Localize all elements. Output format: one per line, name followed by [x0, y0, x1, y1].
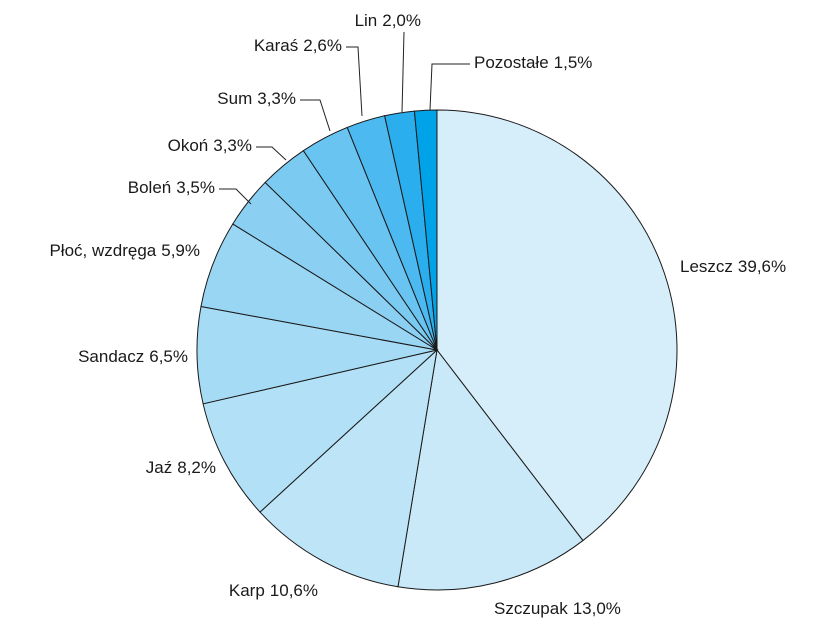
pie-slice [397, 348, 584, 591]
slice-category: Boleń [128, 178, 171, 197]
slice-label: Szczupak 13,0% [494, 599, 621, 618]
slice-label: Okoń 3,3% [168, 136, 252, 155]
slice-value-label: 3,3% [257, 89, 296, 108]
slice-category: Jaź [146, 458, 172, 477]
slice-label: Pozostałe 1,5% [474, 53, 592, 72]
slice-label: Lin 2,0% [355, 11, 421, 30]
leader-line [401, 31, 405, 113]
slice-label: Jaź 8,2% [146, 458, 216, 477]
slice-category: Lin [355, 11, 378, 30]
slice-label: Karaś 2,6% [254, 36, 342, 55]
slice-category: Szczupak [494, 599, 568, 618]
slice-value-label: 10,6% [270, 581, 318, 600]
slice-value-label: 5,9% [161, 241, 200, 260]
slice-label: Karp 10,6% [229, 581, 318, 600]
slice-category: Płoć, wzdręga [49, 241, 156, 260]
slice-value-label: 39,6% [738, 257, 786, 276]
slice-category: Leszcz [680, 257, 733, 276]
leader-line [219, 188, 252, 205]
slice-value-label: 2,6% [303, 36, 342, 55]
slice-value-label: 8,2% [177, 458, 216, 477]
leader-line [300, 99, 331, 132]
pie-slice [413, 109, 438, 351]
slice-category: Okoń [168, 136, 209, 155]
pie-slice [436, 109, 678, 542]
slice-label: Leszcz 39,6% [680, 257, 786, 276]
slice-category: Karp [229, 581, 265, 600]
slice-value-label: 3,5% [176, 178, 215, 197]
slice-category: Sandacz [78, 347, 144, 366]
slice-value-label: 2,0% [382, 11, 421, 30]
slice-value-label: 1,5% [554, 53, 593, 72]
leader-line [346, 46, 363, 117]
slice-label: Boleń 3,5% [128, 178, 215, 197]
slice-value-label: 3,3% [213, 136, 252, 155]
slice-label: Płoć, wzdręga 5,9% [49, 241, 200, 260]
slice-label: Sandacz 6,5% [78, 347, 188, 366]
slice-value-label: 13,0% [573, 599, 621, 618]
leader-line [256, 146, 287, 161]
pie-slice [259, 348, 438, 588]
slice-category: Pozostałe [474, 53, 549, 72]
slice-category: Sum [217, 89, 252, 108]
slice-label: Sum 3,3% [217, 89, 296, 108]
leader-line [429, 63, 470, 111]
slice-value-label: 6,5% [149, 347, 188, 366]
slice-category: Karaś [254, 36, 298, 55]
